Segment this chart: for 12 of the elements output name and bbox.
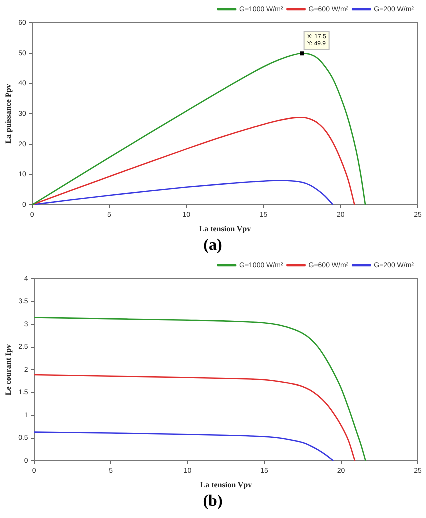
text: (a) [202,236,224,256]
y-axis-title: Le courant Ipv [4,344,13,396]
line-series [32,116,356,205]
y-axis-title: La puissance Ppv [4,84,13,144]
line-series [32,52,366,205]
line-series [34,374,356,461]
line-series [32,180,334,205]
line-series [34,317,366,461]
x-axis-title: La tension Vpv [199,224,252,234]
line-series [34,432,334,461]
x-axis-title: La tension Vpv [200,480,252,490]
text: (b) [202,492,224,512]
